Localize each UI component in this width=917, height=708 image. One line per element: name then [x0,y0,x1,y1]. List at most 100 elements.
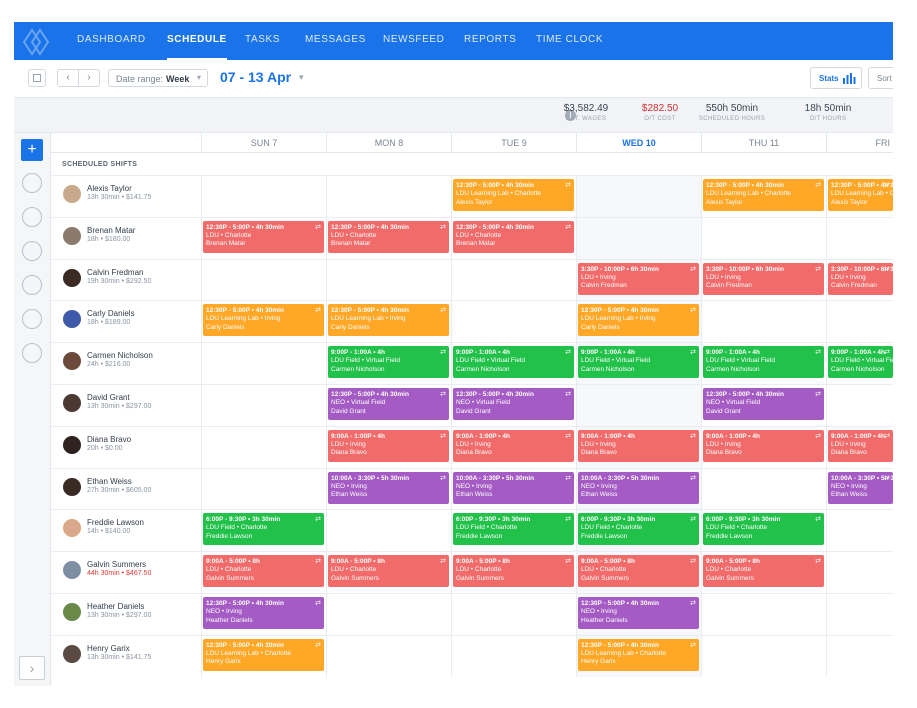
schedule-cell[interactable] [451,552,576,594]
nav-item-time-clock[interactable]: TIME CLOCK [536,34,604,45]
avatar[interactable] [63,603,81,621]
nav-item-dashboard[interactable]: DASHBOARD [77,34,146,45]
schedule-cell[interactable] [826,343,893,385]
schedule-cell[interactable] [451,594,576,635]
employee-name[interactable]: Carmen Nicholson [87,351,153,361]
schedule-cell[interactable] [701,468,826,510]
schedule-cell[interactable] [826,176,893,217]
day-header-thu-11[interactable]: THU 11 [701,133,826,153]
employee-name[interactable]: Heather Daniels [87,602,145,611]
tag-icon[interactable] [22,275,42,295]
avatar[interactable] [63,268,81,287]
schedule-cell[interactable] [201,510,326,552]
nav-item-reports[interactable]: REPORTS [464,34,517,45]
week-chevron-down-icon[interactable]: ▾ [299,72,304,82]
shift-block[interactable]: 9:00P - 1:00A • 4h LDU Field • Virtual Fi… [453,346,574,379]
shift-block[interactable]: 6:00P - 9:30P • 3h 30min LDU Field • Char… [203,513,324,546]
schedule-cell[interactable] [826,468,893,510]
shift-block[interactable]: 9:00A - 1:00P • 4h LDU • Irving Diana Brav… [578,429,699,462]
schedule-cell[interactable] [201,468,326,510]
schedule-cell[interactable] [826,217,893,259]
employee-name[interactable]: Ethan Weiss [87,476,132,486]
schedule-cell[interactable] [826,510,893,552]
schedule-cell[interactable] [826,259,893,301]
schedule-cell[interactable] [826,594,893,635]
stats-button[interactable]: Stats [810,67,862,89]
schedule-cell[interactable] [451,468,576,510]
schedule-cell[interactable] [701,426,826,468]
shift-block[interactable]: 12:30P - 5:00P • 4h 30min NEO • Virtual F… [703,388,824,420]
shift-block[interactable]: 9:00A - 5:00P • 8h LDU • Charlotte Galvin … [328,555,449,588]
select-all-checkbox[interactable] [28,69,46,87]
shift-block[interactable]: 9:00P - 1:00A • 4h LDU Field • Virtual Fi… [828,346,893,379]
schedule-cell[interactable] [201,426,326,468]
day-header-fri-12[interactable]: FRI 12 [826,133,893,153]
schedule-cell[interactable] [701,594,826,635]
avatar[interactable] [63,477,81,496]
avatar[interactable] [63,310,81,329]
schedule-cell[interactable] [201,385,326,426]
schedule-cell[interactable] [701,301,826,343]
schedule-cell[interactable] [201,594,326,635]
shift-block[interactable]: 9:00P - 1:00A • 4h LDU Field • Virtual Fi… [703,346,824,379]
schedule-cell[interactable] [451,343,576,385]
avatar[interactable] [63,561,81,580]
schedule-cell[interactable] [826,635,893,677]
shift-block[interactable]: 12:30P - 5:00P • 4h 30min NEO • Irving Hea… [578,597,699,629]
schedule-cell[interactable] [576,385,701,426]
shift-block[interactable]: 6:00P - 9:30P • 3h 30min LDU Field • Char… [578,513,699,546]
shift-block[interactable]: 12:30P - 5:00P • 4h 30min LDU • Charlotte… [203,220,324,253]
info-icon[interactable]: i [565,110,576,121]
schedule-cell[interactable] [326,217,451,259]
employee-name[interactable]: Galvin Summers [87,560,147,570]
avatar[interactable] [63,435,81,454]
shift-block[interactable]: 9:00A - 1:00P • 4h LDU • Irving Diana Brav… [328,429,449,462]
shift-block[interactable]: 12:30P - 5:00P • 4h 30min NEO • Virtual F… [328,388,449,420]
prev-week-button[interactable]: ‹ [57,69,79,87]
schedule-cell[interactable] [326,259,451,301]
schedule-cell[interactable] [201,259,326,301]
employee-name[interactable]: Brenan Matar [87,225,136,235]
avatar[interactable] [63,644,81,663]
schedule-cell[interactable] [326,385,451,426]
schedule-cell[interactable] [326,301,451,343]
employee-name[interactable]: Diana Bravo [87,434,132,444]
day-header-sun-7[interactable]: SUN 7 [201,133,326,153]
schedule-cell[interactable] [451,217,576,259]
date-range-select[interactable]: Date range: Week ▾ [108,69,208,87]
schedule-cell[interactable] [326,468,451,510]
employee-name[interactable]: Carly Daniels [87,309,135,319]
shift-block[interactable]: 12:30P - 5:00P • 4h 30min NEO • Irving Hea… [203,597,324,629]
schedule-cell[interactable] [826,552,893,594]
shift-block[interactable]: 6:00P - 9:30P • 3h 30min LDU Field • Char… [703,513,824,546]
avatar[interactable] [63,352,81,371]
employee-name[interactable]: Alexis Taylor [87,184,132,193]
schedule-cell[interactable] [451,176,576,217]
employee-list-icon[interactable] [22,207,42,227]
schedule-cell[interactable] [701,552,826,594]
shift-block[interactable]: 6:00P - 9:30P • 3h 30min LDU Field • Char… [453,513,574,546]
employee-name[interactable]: Calvin Fredman [87,267,144,277]
schedule-cell[interactable] [326,594,451,635]
nav-item-newsfeed[interactable]: NEWSFEED [383,34,445,45]
schedule-cell[interactable] [201,343,326,385]
avatar[interactable] [63,394,81,412]
schedule-cell[interactable] [451,385,576,426]
schedule-cell[interactable] [326,176,451,217]
shift-block[interactable]: 12:30P - 5:00P • 4h 30min LDU • Charlotte… [453,220,574,253]
shift-block[interactable]: 9:00A - 1:00P • 4h LDU • Irving Diana Brav… [703,429,824,462]
schedule-cell[interactable] [701,217,826,259]
schedule-cell[interactable] [576,176,701,217]
shift-block[interactable]: 9:00A - 5:00P • 8h LDU • Charlotte Galvin … [578,555,699,588]
shift-block[interactable]: 9:00A - 1:00P • 4h LDU • Irving Diana Brav… [828,429,893,462]
schedule-cell[interactable] [201,552,326,594]
avatar[interactable] [63,226,81,245]
schedule-cell[interactable] [701,635,826,677]
